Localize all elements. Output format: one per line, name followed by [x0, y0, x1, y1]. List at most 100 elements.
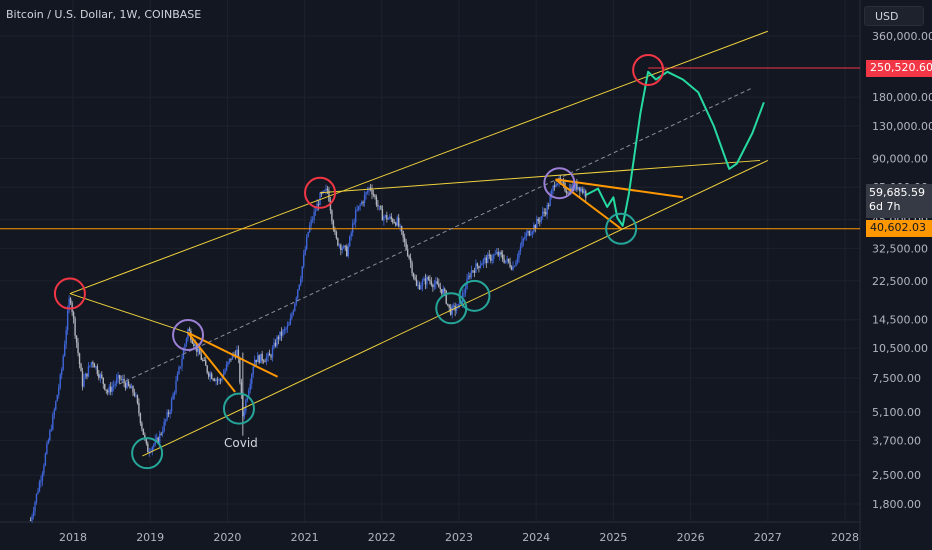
candle-body	[161, 431, 164, 434]
candle-body	[292, 310, 295, 315]
candle-body	[96, 366, 99, 374]
candle-body	[402, 231, 404, 238]
candle-body	[412, 273, 415, 278]
candle-body	[553, 185, 556, 187]
candle-body	[549, 196, 551, 206]
x-tick-label: 2028	[831, 531, 859, 544]
candle-body	[63, 344, 66, 357]
pivot-2024-circle	[543, 167, 576, 200]
symbol-title: Bitcoin / U.S. Dollar, 1W, COINBASE	[6, 8, 202, 21]
candle-body	[34, 502, 36, 512]
candle-body	[115, 378, 118, 384]
candle-body	[52, 414, 54, 430]
y-tick-label: 90,000.00	[872, 152, 928, 165]
candle-body	[294, 303, 296, 311]
covid-annotation: Covid	[224, 436, 258, 450]
candle-body	[510, 266, 513, 270]
candle-body	[35, 493, 38, 503]
pennant-2018-line	[69, 293, 189, 334]
candle-body	[151, 447, 153, 452]
candle-body	[283, 329, 286, 331]
candle-body	[98, 373, 100, 378]
candle-body	[259, 353, 262, 363]
candle-body	[577, 186, 580, 190]
candle-body	[251, 374, 253, 384]
candle-body	[203, 360, 205, 362]
candle-body	[380, 205, 382, 210]
candle-body	[561, 181, 563, 183]
candle-body	[537, 219, 539, 221]
candle-body	[498, 252, 501, 256]
candle-body	[305, 236, 308, 250]
candle-body	[438, 283, 440, 288]
y-tick-label: 1,800.00	[872, 498, 921, 511]
candle-body	[455, 308, 458, 311]
candle-body	[74, 318, 76, 336]
candle-body	[545, 212, 547, 215]
x-tick-label: 2018	[59, 531, 87, 544]
candle-body	[191, 340, 194, 344]
peak-2025-circle	[632, 53, 665, 86]
candle-body	[363, 194, 366, 203]
candle-body	[522, 238, 525, 241]
candle-body	[329, 201, 332, 211]
candle-body	[540, 216, 542, 222]
candle-body	[317, 203, 320, 206]
candle-body	[326, 188, 329, 191]
candle-body	[141, 423, 143, 429]
candle-body	[202, 359, 204, 361]
candle-body	[337, 238, 339, 246]
candle-body	[40, 480, 42, 483]
candle-body	[216, 379, 219, 381]
candle-body	[444, 288, 446, 292]
candle-body	[426, 276, 428, 285]
candle-body	[507, 258, 510, 263]
candle-body	[432, 284, 434, 288]
candle-body	[473, 270, 476, 273]
candle-body	[205, 360, 207, 366]
candle-body	[111, 386, 113, 392]
candle-body	[95, 366, 97, 368]
candle-body	[414, 277, 416, 280]
candle-body	[37, 491, 39, 494]
candle-body	[435, 281, 437, 285]
candle-body	[215, 379, 217, 381]
candle-body	[93, 363, 96, 368]
candle-body	[178, 367, 180, 374]
candle-body	[262, 360, 265, 362]
y-tick-label: 10,500.00	[872, 342, 928, 355]
currency-button[interactable]: USD	[864, 6, 924, 26]
candle-body	[304, 249, 306, 255]
candle-body	[580, 188, 583, 192]
candle-body	[408, 255, 410, 259]
candle-body	[497, 252, 499, 256]
candle-body	[31, 516, 33, 521]
candle-body	[255, 359, 257, 363]
candle-body	[433, 284, 436, 288]
low-2018-circle	[131, 437, 164, 470]
candle-body	[567, 192, 569, 194]
candle-body	[169, 411, 171, 415]
candle-body	[386, 214, 388, 220]
candle-body	[415, 279, 418, 286]
candle-body	[335, 232, 338, 239]
candle-body	[173, 392, 176, 395]
x-tick-label: 2023	[445, 531, 473, 544]
candle-body	[562, 181, 565, 183]
candle-body	[86, 373, 88, 377]
candle-body	[421, 280, 424, 287]
candle-body	[197, 347, 200, 352]
candle-body	[185, 338, 188, 345]
candle-body	[156, 437, 158, 440]
candle-body	[291, 314, 293, 319]
candle-body	[230, 358, 232, 360]
candle-body	[574, 183, 577, 190]
candle-body	[139, 413, 142, 424]
candle-body	[129, 385, 131, 389]
channel-lower-line	[142, 159, 769, 457]
candle-body	[102, 377, 104, 384]
candle-body	[490, 255, 492, 261]
candle-body	[81, 371, 84, 387]
